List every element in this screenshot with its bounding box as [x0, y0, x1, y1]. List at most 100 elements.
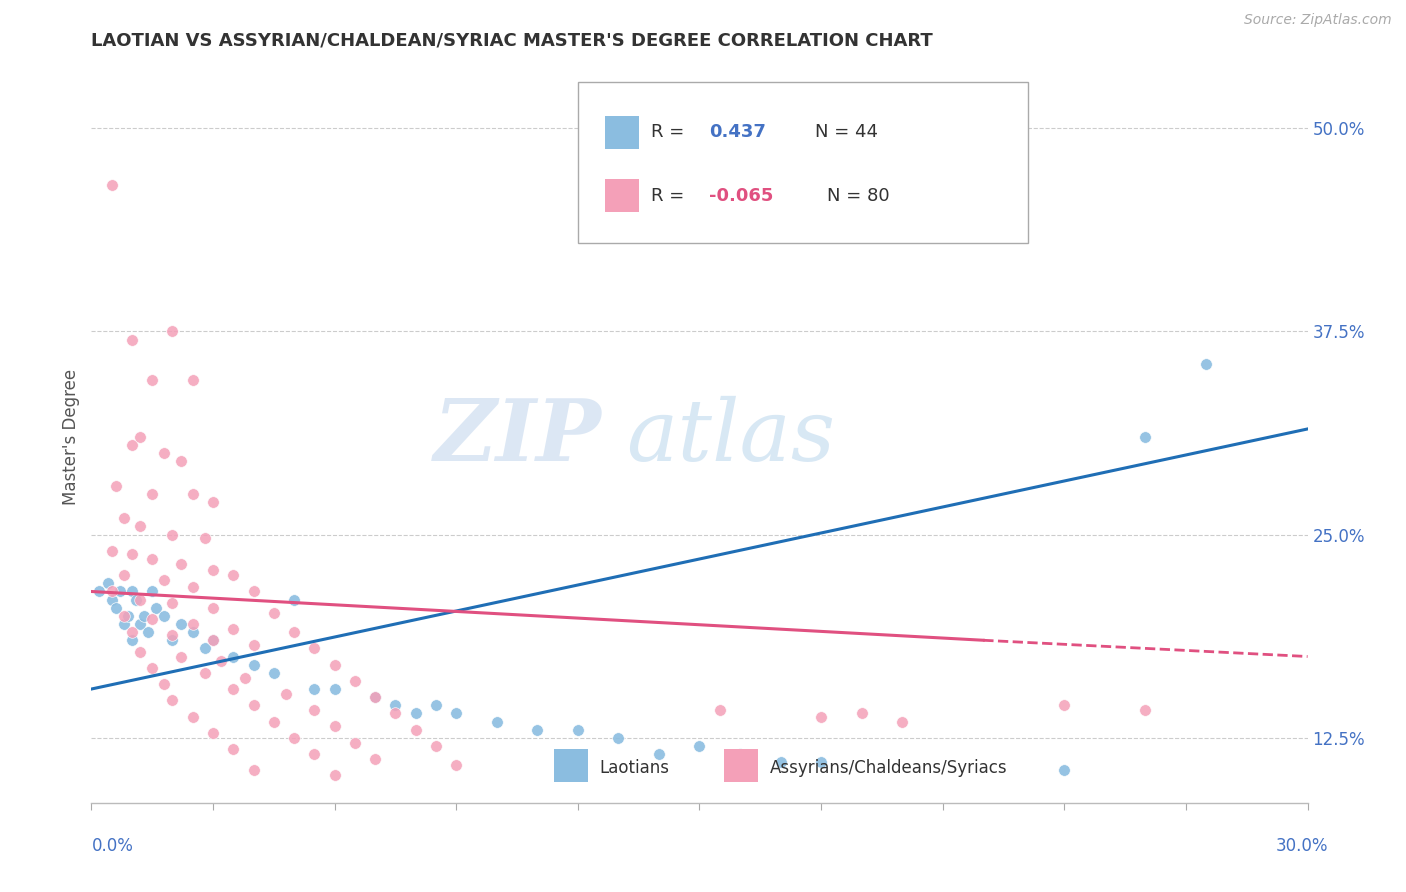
- Point: [323, 768, 346, 782]
- FancyBboxPatch shape: [605, 116, 638, 149]
- Text: R =: R =: [651, 186, 690, 204]
- Point: [121, 333, 143, 347]
- Text: 30.0%: 30.0%: [1277, 837, 1329, 855]
- Point: [526, 723, 548, 737]
- Point: [100, 178, 122, 193]
- Point: [304, 703, 326, 717]
- Point: [153, 446, 176, 460]
- Point: [425, 739, 447, 753]
- Point: [1195, 357, 1218, 371]
- Point: [129, 430, 152, 444]
- Point: [304, 681, 326, 696]
- Point: [364, 690, 387, 705]
- Point: [194, 531, 217, 545]
- Point: [304, 641, 326, 656]
- Point: [607, 731, 630, 745]
- Point: [222, 681, 245, 696]
- Point: [810, 755, 832, 769]
- Point: [121, 625, 143, 640]
- FancyBboxPatch shape: [605, 179, 638, 212]
- Point: [283, 592, 305, 607]
- Point: [136, 625, 159, 640]
- Point: [202, 563, 225, 577]
- Point: [169, 557, 191, 571]
- Point: [162, 596, 184, 610]
- Point: [728, 747, 751, 761]
- Point: [235, 671, 257, 685]
- Point: [274, 687, 297, 701]
- Point: [194, 641, 217, 656]
- Point: [202, 726, 225, 740]
- Point: [304, 747, 326, 761]
- Text: LAOTIAN VS ASSYRIAN/CHALDEAN/SYRIAC MASTER'S DEGREE CORRELATION CHART: LAOTIAN VS ASSYRIAN/CHALDEAN/SYRIAC MAST…: [91, 31, 934, 49]
- Point: [242, 698, 264, 713]
- Text: N = 44: N = 44: [815, 123, 877, 141]
- Point: [709, 703, 731, 717]
- Point: [141, 552, 163, 566]
- Point: [129, 519, 152, 533]
- Point: [242, 657, 264, 672]
- Point: [108, 584, 131, 599]
- Point: [112, 568, 135, 582]
- Point: [891, 714, 914, 729]
- Point: [202, 600, 225, 615]
- Point: [405, 723, 427, 737]
- Point: [364, 690, 387, 705]
- Point: [810, 709, 832, 723]
- Point: [141, 661, 163, 675]
- Point: [112, 617, 135, 632]
- Point: [121, 633, 143, 648]
- Point: [1337, 709, 1360, 723]
- Point: [162, 527, 184, 541]
- Point: [405, 706, 427, 721]
- Point: [1135, 703, 1157, 717]
- Point: [343, 673, 366, 688]
- Text: 0.0%: 0.0%: [91, 837, 134, 855]
- Point: [202, 495, 225, 509]
- Point: [851, 706, 873, 721]
- Point: [100, 584, 122, 599]
- Point: [112, 511, 135, 525]
- Point: [202, 633, 225, 648]
- FancyBboxPatch shape: [724, 749, 758, 782]
- Point: [181, 709, 204, 723]
- Text: -0.065: -0.065: [709, 186, 773, 204]
- Point: [129, 617, 152, 632]
- Point: [263, 606, 285, 620]
- Point: [162, 628, 184, 642]
- Point: [222, 742, 245, 756]
- Text: ZIP: ZIP: [434, 395, 602, 479]
- Point: [194, 665, 217, 680]
- Text: Source: ZipAtlas.com: Source: ZipAtlas.com: [1244, 13, 1392, 28]
- Point: [444, 706, 467, 721]
- Point: [769, 755, 792, 769]
- Y-axis label: Master's Degree: Master's Degree: [62, 369, 80, 505]
- Text: atlas: atlas: [627, 396, 835, 478]
- Text: 0.437: 0.437: [709, 123, 766, 141]
- Point: [242, 638, 264, 652]
- Text: R =: R =: [651, 123, 690, 141]
- Point: [283, 625, 305, 640]
- Point: [169, 649, 191, 664]
- Point: [104, 600, 127, 615]
- Point: [323, 657, 346, 672]
- Point: [129, 592, 152, 607]
- Point: [121, 547, 143, 561]
- Point: [181, 617, 204, 632]
- Point: [323, 681, 346, 696]
- Point: [263, 665, 285, 680]
- Point: [141, 584, 163, 599]
- Point: [97, 576, 120, 591]
- Point: [141, 612, 163, 626]
- Point: [181, 487, 204, 501]
- Point: [485, 714, 508, 729]
- Point: [263, 714, 285, 729]
- Point: [121, 438, 143, 452]
- Point: [153, 608, 176, 623]
- Point: [169, 454, 191, 468]
- Point: [117, 608, 139, 623]
- Point: [100, 544, 122, 558]
- Point: [364, 752, 387, 766]
- Point: [1053, 764, 1076, 778]
- Text: Assyrians/Chaldeans/Syriacs: Assyrians/Chaldeans/Syriacs: [770, 759, 1008, 777]
